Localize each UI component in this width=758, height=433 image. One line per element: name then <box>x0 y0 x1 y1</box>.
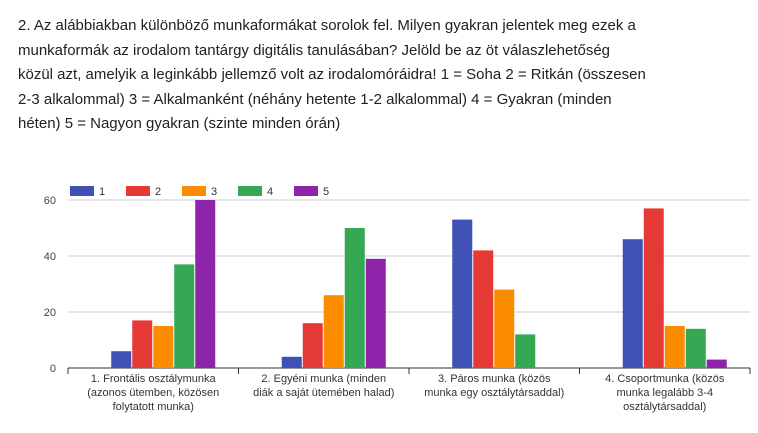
bar-series-4 <box>174 264 195 368</box>
x-tick-label: folytatott munka) <box>113 401 194 413</box>
legend-label: 5 <box>323 186 329 198</box>
x-tick-label: 2. Egyéni munka (minden <box>261 373 386 385</box>
x-tick-label: 1. Frontális osztálymunka <box>91 373 217 385</box>
bar-series-1 <box>622 239 643 368</box>
bar-series-2 <box>132 320 153 368</box>
x-tick-label: 3. Páros munka (közös <box>438 373 551 385</box>
bar-series-1 <box>452 219 473 368</box>
y-tick-label: 40 <box>44 251 56 263</box>
bar-series-1 <box>111 351 132 368</box>
x-tick-label: 4. Csoportmunka (közös <box>605 373 725 385</box>
legend-label: 2 <box>155 186 161 198</box>
bar-series-3 <box>153 326 174 368</box>
y-tick-label: 60 <box>44 195 56 207</box>
legend-swatch <box>182 186 206 196</box>
legend-swatch <box>238 186 262 196</box>
bar-series-2 <box>473 250 494 368</box>
x-tick-label: diák a saját ütemében halad) <box>253 387 394 399</box>
bar-series-2 <box>643 208 664 368</box>
legend-swatch <box>294 186 318 196</box>
question-line: munkaformák az irodalom tantárgy digitál… <box>18 41 611 59</box>
bar-series-5 <box>195 200 216 368</box>
question-line: héten) 5 = Nagyon gyakran (szinte minden… <box>18 115 341 132</box>
x-tick-label: munka egy osztálytársaddal) <box>424 387 564 399</box>
question-text: 2. Az alábbiakban különböző munkaformáka… <box>18 14 718 137</box>
bar-series-5 <box>365 258 386 368</box>
y-tick-label: 20 <box>44 307 56 319</box>
bar-series-2 <box>302 323 323 368</box>
question-line: 2. Az alábbiakban különböző munkaformáka… <box>18 17 636 34</box>
bar-series-3 <box>323 295 344 368</box>
legend-swatch <box>70 186 94 196</box>
legend-label: 1 <box>99 186 105 198</box>
bar-series-3 <box>494 289 515 368</box>
legend-label: 3 <box>211 186 217 198</box>
x-tick-label: osztálytársaddal) <box>623 401 706 413</box>
x-tick-label: munka legalább 3-4 <box>616 387 713 399</box>
bar-chart: 0 20 40 60 1. Frontális osztálymunka (azonos … <box>44 186 751 413</box>
bar-series-1 <box>281 356 302 368</box>
bar-series-4 <box>685 328 706 368</box>
bar-series-4 <box>515 334 536 368</box>
legend-label: 4 <box>267 186 273 198</box>
question-line: közül azt, amelyik a leginkább jellemző … <box>18 66 646 83</box>
x-tick-label: (azonos ütemben, közösen <box>87 387 219 399</box>
chart-container: 0 20 40 60 1. Frontális osztálymunka (azonos … <box>0 170 758 428</box>
bar-series-5 <box>706 359 727 368</box>
bar-series-3 <box>664 326 685 368</box>
legend-swatch <box>126 186 150 196</box>
question-line: 2-3 alkalommal) 3 = Alkalmanként (néhány… <box>18 90 612 108</box>
y-tick-label: 0 <box>50 363 56 375</box>
bar-series-4 <box>344 228 365 368</box>
